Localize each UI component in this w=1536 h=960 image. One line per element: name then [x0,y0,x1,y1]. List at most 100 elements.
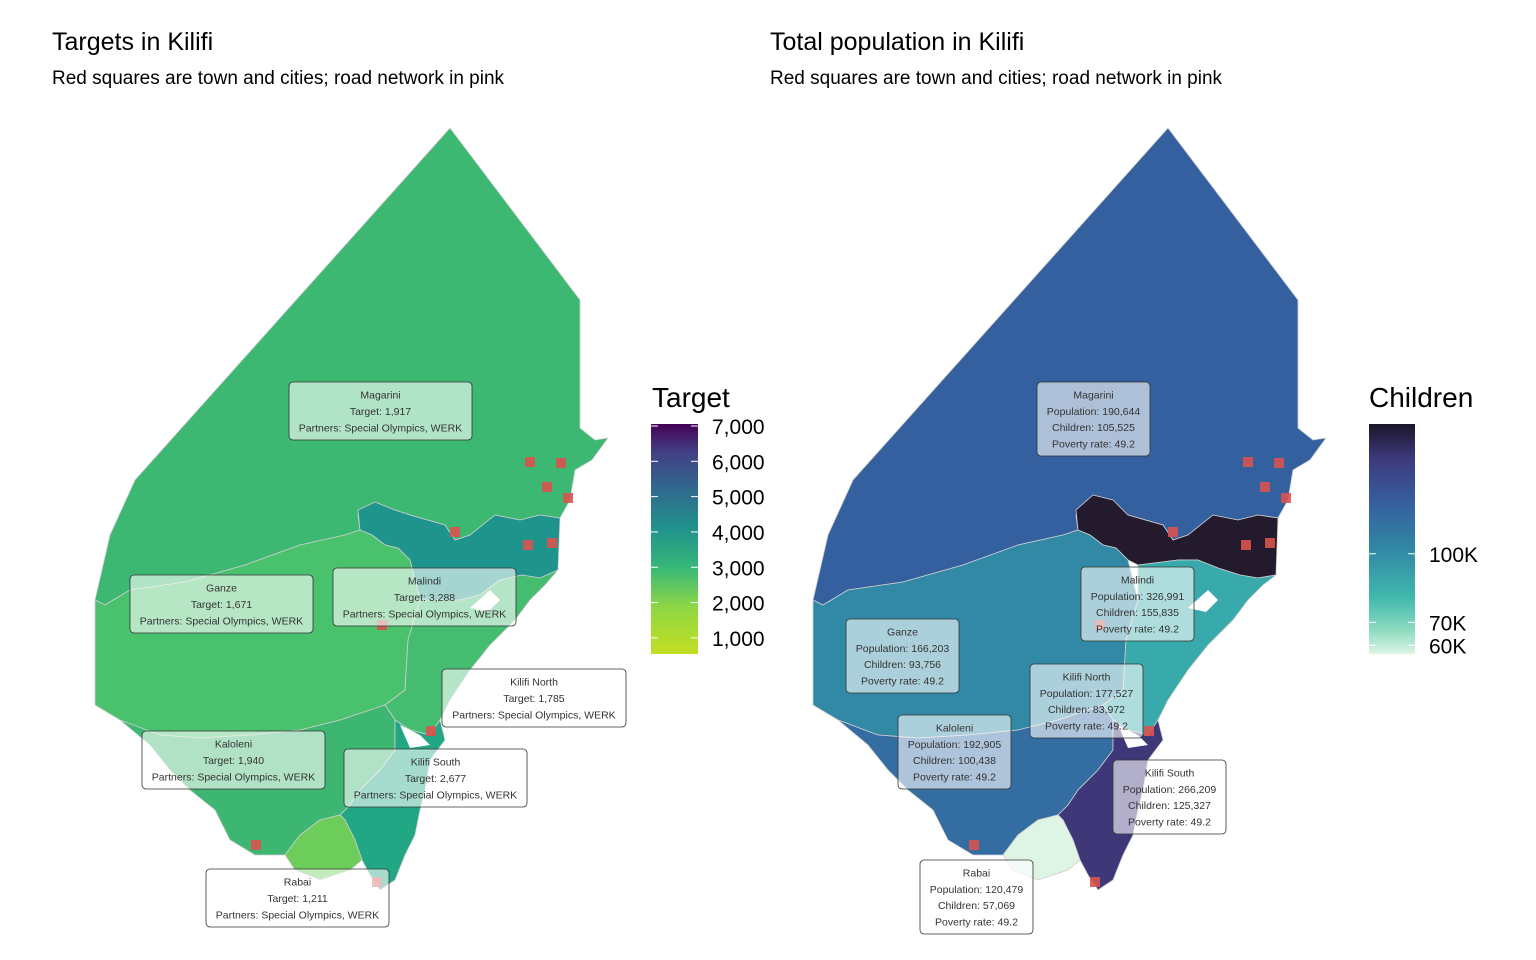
region-label-name: Rabai [284,877,311,889]
town-marker [1241,540,1251,550]
town-marker [1168,527,1178,537]
region-label-line: Partners: Special Olympics, WERK [452,709,615,721]
town-marker [542,482,552,492]
region-label-line: Children: 57,069 [938,900,1015,912]
left-panel-title: Targets in Kilifi [52,28,214,56]
town-marker [969,840,979,850]
region-label-line: Children: 155,835 [1096,607,1179,619]
town-marker [1260,482,1270,492]
region-label-line: Target: 1,785 [503,693,564,705]
region-label-box: Rabai Target: 1,211 Partners: Special Olym… [205,868,390,928]
legend-tick-label: 7,000 [712,416,765,439]
region-label-line: Population: 326,991 [1091,591,1185,603]
legend-tick-label: 4,000 [712,522,765,545]
town-marker [556,458,566,468]
region-label-box: Malindi Population: 326,991 Children: 155,… [1080,566,1195,642]
right-panel-subtitle: Red squares are town and cities; road ne… [770,68,1223,89]
region-label-name: Kilifi South [411,757,461,769]
region-label-line: Target: 1,211 [267,893,328,905]
region-label-name: Kaloleni [936,723,973,735]
legend-tick-label: 1,000 [712,628,765,651]
region-label-line: Poverty rate: 49.2 [913,771,996,783]
region-label-line: Population: 166,203 [856,643,950,655]
town-marker [1265,538,1275,548]
label-box-background [845,618,960,694]
region-label-box: Magarini Population: 190,644 Children: 105… [1036,381,1151,457]
label-box-background [1036,381,1151,457]
legend-tick-label: 5,000 [712,487,765,510]
region-label-box: Rabai Population: 120,479 Children: 57,069… [919,859,1034,935]
legend-title: Children [1369,382,1473,413]
label-box-background [1029,663,1144,739]
region-label-box: Kilifi South Target: 2,677 Partners: Speci… [343,748,528,808]
region-label-box: Kaloleni Target: 1,940 Partners: Special O… [141,730,326,790]
region-label-line: Partners: Special Olympics, WERK [140,615,303,627]
region-label-name: Ganze [887,627,918,639]
label-box-background [332,567,517,627]
label-box-background [141,730,326,790]
legend-colorbar [651,424,698,654]
region-label-name: Magarini [1073,390,1113,402]
region-label-line: Population: 190,644 [1047,406,1141,418]
right-panel-title: Total population in Kilifi [770,28,1025,56]
town-marker [251,840,261,850]
left-panel-subtitle: Red squares are town and cities; road ne… [52,68,505,89]
region-label-box: Ganze Population: 166,203 Children: 93,756… [845,618,960,694]
region-label-line: Partners: Special Olympics, WERK [343,608,506,620]
region-label-line: Target: 1,940 [203,755,264,767]
legend-tick-label: 3,000 [712,557,765,580]
region-label-box: Magarini Target: 1,917 Partners: Special O… [288,381,473,441]
region-label-line: Children: 125,327 [1128,800,1211,812]
legend-tick-label: 100K [1429,544,1478,567]
region-label-line: Population: 120,479 [930,884,1024,896]
right-map [812,127,1327,891]
town-marker [525,457,535,467]
region-label-line: Poverty rate: 49.2 [1045,720,1128,732]
region-label-name: Ganze [206,583,237,595]
region-label-line: Partners: Special Olympics, WERK [152,771,315,783]
legend-tick-label: 70K [1429,612,1466,635]
region-label-line: Target: 2,677 [405,773,466,785]
region-label-box: Kilifi South Population: 266,209 Children:… [1112,759,1227,835]
region-label-line: Children: 100,438 [913,755,996,767]
region-label-line: Partners: Special Olympics, WERK [216,909,379,921]
region-label-line: Population: 266,209 [1123,784,1217,796]
town-marker [523,540,533,550]
region-label-box: Malindi Target: 3,288 Partners: Special Ol… [332,567,517,627]
label-box-background [343,748,528,808]
region-label-line: Poverty rate: 49.2 [935,916,1018,928]
town-marker [547,538,557,548]
legend-tick-label: 6,000 [712,451,765,474]
legend-tick-label: 2,000 [712,593,765,616]
region-label-line: Population: 192,905 [908,739,1002,751]
town-markers-right [969,457,1291,887]
region-labels-right: Magarini Population: 190,644 Children: 105… [845,381,1227,935]
region-label-name: Kilifi South [1145,768,1195,780]
label-box-background [205,868,390,928]
town-marker [426,726,436,736]
region-label-line: Poverty rate: 49.2 [1052,438,1135,450]
region-label-line: Poverty rate: 49.2 [861,675,944,687]
label-box-background [919,859,1034,935]
region-label-name: Kaloleni [215,739,252,751]
region-label-line: Target: 1,671 [191,599,252,611]
region-label-name: Malindi [408,576,441,588]
region-labels-left: Magarini Target: 1,917 Partners: Special O… [129,381,627,928]
region-label-box: Kaloleni Population: 192,905 Children: 100… [897,714,1012,790]
region-label-line: Partners: Special Olympics, WERK [299,422,462,434]
legend-title: Target [652,382,730,413]
town-marker [1274,458,1284,468]
region-label-name: Rabai [963,868,990,880]
region-label-line: Target: 1,917 [350,406,411,418]
legend-target: Target 7,000 6,000 5,000 4,000 3,000 2,000 1,0… [651,382,765,654]
legend-tick-label: 60K [1429,635,1466,658]
region-label-name: Kilifi North [1063,672,1111,684]
label-box-background [1112,759,1227,835]
region-label-line: Population: 177,527 [1040,688,1134,700]
label-box-background [1080,566,1195,642]
region-label-line: Poverty rate: 49.2 [1128,816,1211,828]
label-box-background [441,668,627,728]
label-box-background [288,381,473,441]
